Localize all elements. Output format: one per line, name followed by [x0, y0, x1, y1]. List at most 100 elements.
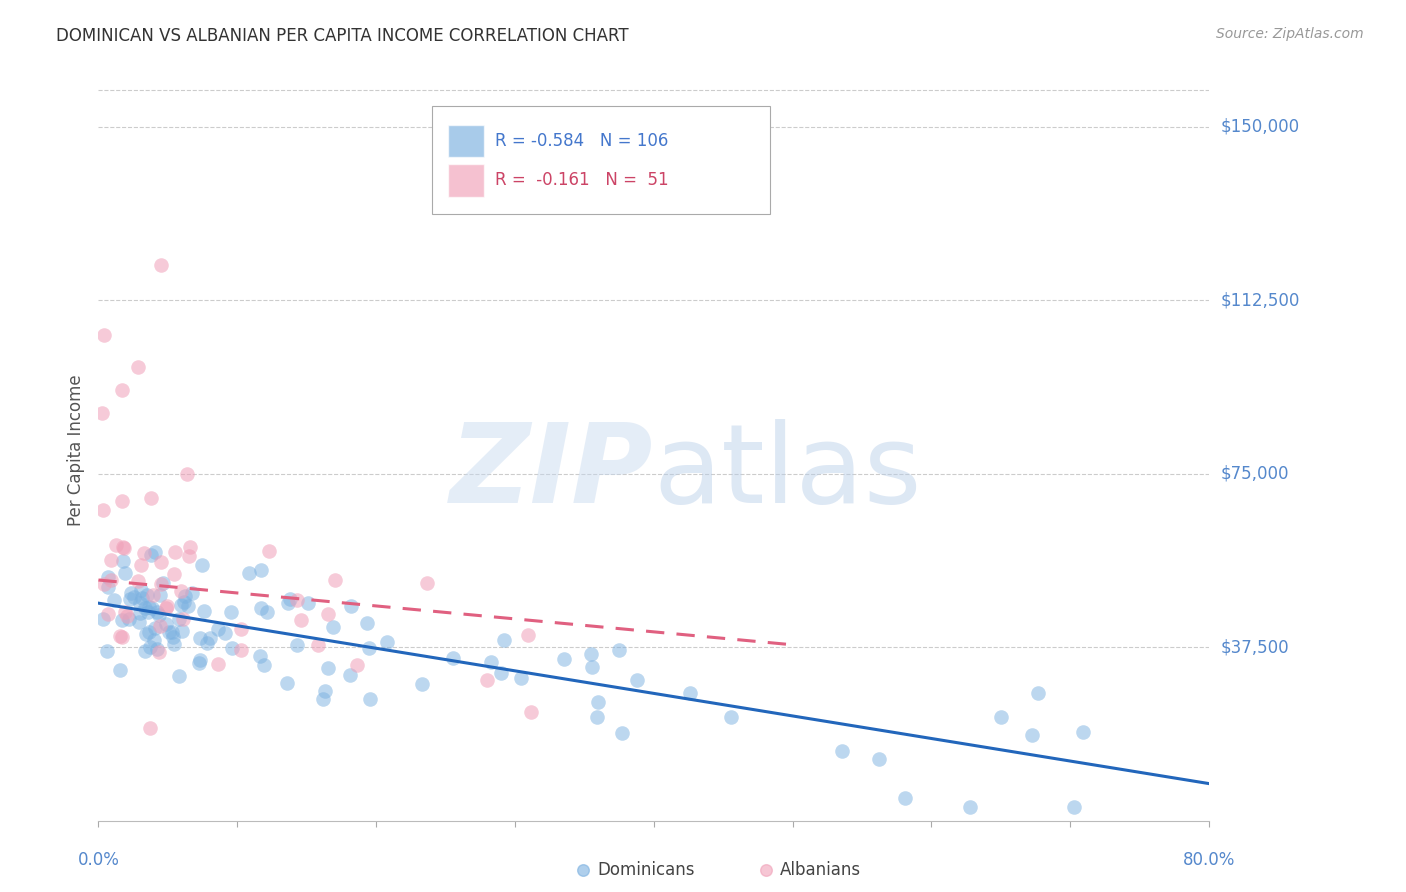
- Point: [129, 606, 152, 620]
- Point: [720, 710, 742, 724]
- Point: [277, 596, 299, 610]
- Point: [357, 640, 380, 655]
- Point: [131, 591, 153, 605]
- Point: [259, 543, 281, 558]
- Point: [138, 599, 160, 614]
- Point: [188, 632, 211, 646]
- Point: [252, 658, 274, 673]
- Point: [207, 657, 229, 671]
- Point: [167, 669, 190, 683]
- Text: R = -0.584   N = 106: R = -0.584 N = 106: [495, 132, 668, 150]
- Point: [149, 588, 172, 602]
- Text: DOMINICAN VS ALBANIAN PER CAPITA INCOME CORRELATION CHART: DOMINICAN VS ALBANIAN PER CAPITA INCOME …: [56, 27, 628, 45]
- Point: [586, 710, 609, 724]
- Point: [146, 605, 169, 619]
- Point: [112, 554, 135, 568]
- Point: [91, 407, 114, 421]
- Point: [411, 676, 433, 690]
- Point: [180, 586, 202, 600]
- Point: [229, 642, 252, 657]
- Point: [129, 582, 152, 597]
- Point: [96, 644, 118, 658]
- Point: [155, 616, 177, 631]
- Point: [664, 814, 686, 828]
- Point: [114, 566, 136, 581]
- Point: [122, 591, 145, 605]
- Point: [134, 601, 156, 615]
- Point: [111, 493, 134, 508]
- Point: [111, 613, 134, 627]
- Point: [148, 645, 170, 659]
- Point: [111, 540, 134, 554]
- Point: [231, 622, 253, 636]
- Point: [97, 580, 120, 594]
- Point: [844, 814, 866, 828]
- Point: [91, 612, 114, 626]
- Point: [177, 549, 200, 563]
- Point: [959, 799, 981, 814]
- Point: [103, 593, 125, 607]
- Point: [97, 607, 120, 621]
- Point: [588, 695, 610, 709]
- Text: $75,000: $75,000: [1220, 465, 1289, 483]
- Text: 0.0%: 0.0%: [77, 851, 120, 869]
- Point: [607, 643, 630, 657]
- Point: [141, 600, 163, 615]
- Point: [129, 596, 152, 610]
- Point: [149, 577, 172, 591]
- Point: [322, 620, 344, 634]
- Point: [108, 663, 131, 677]
- Point: [415, 576, 437, 591]
- Point: [280, 592, 302, 607]
- Point: [249, 649, 271, 664]
- Point: [250, 563, 273, 577]
- Point: [111, 630, 134, 644]
- Point: [108, 628, 131, 642]
- Point: [97, 569, 120, 583]
- Point: [894, 790, 917, 805]
- Text: ZIP: ZIP: [450, 419, 654, 526]
- Point: [276, 676, 298, 690]
- Point: [307, 638, 329, 652]
- Point: [148, 608, 170, 623]
- Point: [150, 555, 173, 569]
- Point: [172, 612, 194, 626]
- Point: [149, 259, 172, 273]
- Point: [312, 691, 335, 706]
- Point: [170, 598, 193, 612]
- Point: [188, 653, 211, 667]
- Point: [316, 661, 339, 675]
- Text: $112,500: $112,500: [1220, 291, 1299, 309]
- Point: [177, 599, 200, 613]
- Text: Source: ZipAtlas.com: Source: ZipAtlas.com: [1216, 27, 1364, 41]
- Point: [167, 612, 190, 626]
- FancyBboxPatch shape: [432, 106, 770, 213]
- Point: [679, 686, 702, 700]
- Point: [172, 624, 194, 638]
- Point: [93, 327, 115, 342]
- Point: [188, 657, 211, 671]
- Point: [207, 623, 229, 637]
- Point: [135, 588, 157, 602]
- Text: $150,000: $150,000: [1220, 118, 1299, 136]
- Point: [112, 541, 135, 556]
- Point: [297, 596, 319, 610]
- Text: $37,500: $37,500: [1220, 638, 1289, 657]
- Point: [142, 589, 165, 603]
- Point: [156, 599, 179, 614]
- Point: [377, 634, 399, 648]
- Point: [129, 558, 152, 572]
- Text: 80.0%: 80.0%: [1182, 851, 1236, 869]
- Point: [553, 652, 575, 666]
- Point: [143, 621, 166, 635]
- Point: [221, 640, 243, 655]
- Point: [339, 668, 361, 682]
- Point: [149, 618, 172, 632]
- Point: [93, 577, 115, 591]
- Point: [100, 553, 122, 567]
- Point: [191, 558, 214, 572]
- Point: [93, 503, 115, 517]
- Point: [868, 752, 890, 766]
- Point: [120, 586, 142, 600]
- Point: [114, 605, 136, 619]
